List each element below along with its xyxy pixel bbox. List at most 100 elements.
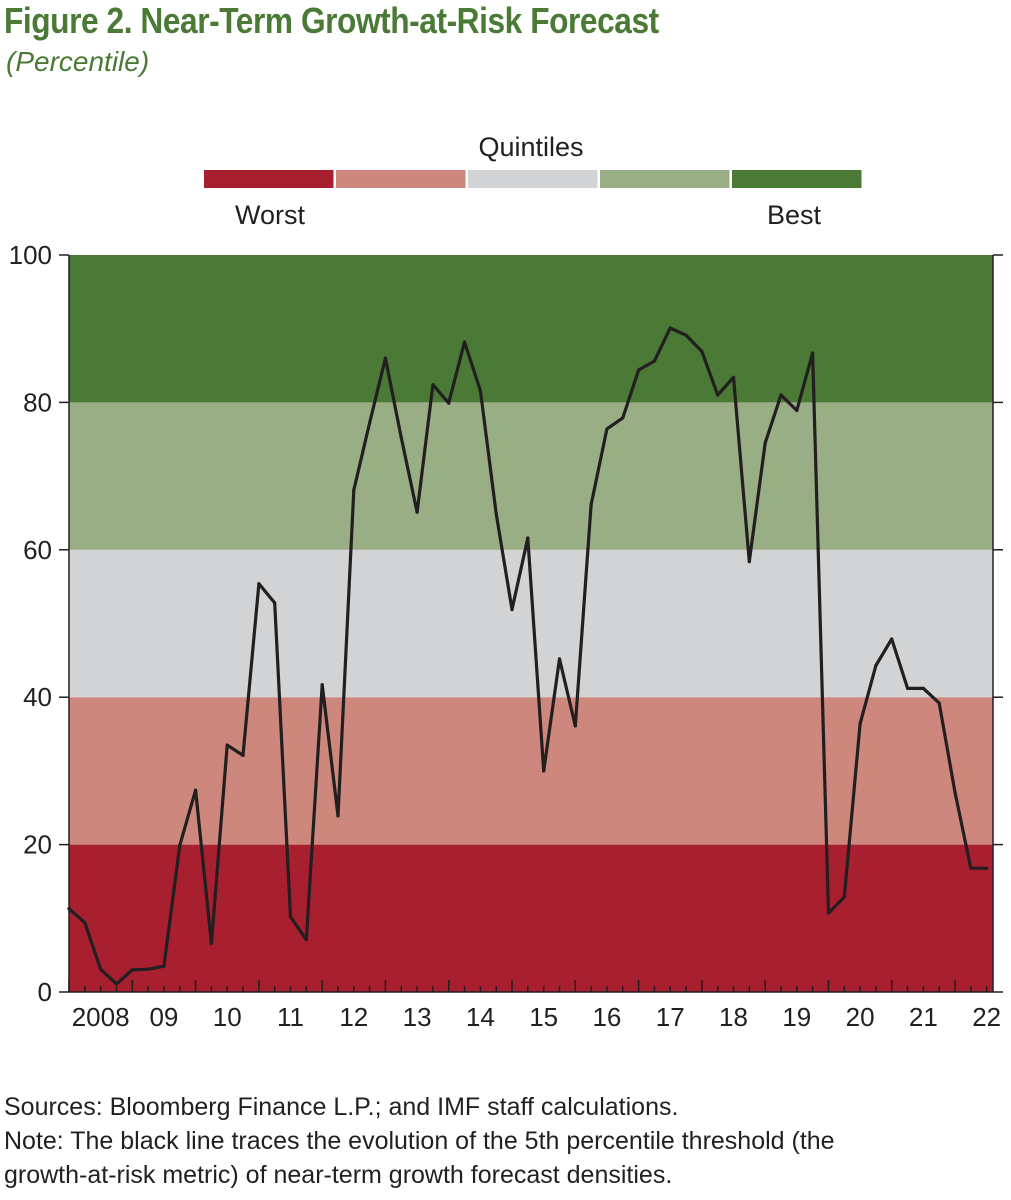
data-point [304,938,308,942]
data-point [146,967,150,971]
x-tick-label: 2008 [72,1002,130,1032]
data-point [921,686,925,690]
chart-subtitle: (Percentile) [6,46,150,77]
legend-title: Quintiles [478,132,583,162]
x-tick-label: 21 [909,1002,938,1032]
data-point [526,536,530,540]
y-tick-label: 20 [23,830,52,860]
data-point [905,686,910,690]
y-tick-label: 40 [23,682,52,712]
data-point [668,326,672,330]
data-point [636,368,641,372]
data-point [209,941,213,945]
data-point [858,722,862,726]
legend-swatch-2 [336,170,466,188]
data-point [288,915,293,919]
legend-swatches [204,170,862,188]
chart-notes: Sources: Bloomberg Finance L.P.; and IMF… [4,1090,1004,1192]
data-point [114,982,119,986]
data-point [383,356,388,360]
legend: Quintiles Worst Best [204,132,862,230]
data-point [225,743,229,747]
data-point [494,512,498,516]
data-point [747,559,751,564]
legend-swatch-5 [732,170,862,188]
quintile-bands [69,255,993,992]
data-point [83,921,87,925]
data-point [795,408,799,413]
series-layer [67,326,989,986]
x-tick-label: 20 [846,1002,875,1032]
note-text-line-2: growth-at-risk metric) of near-term grow… [4,1161,673,1189]
data-point [589,503,593,507]
quintile-band-4 [69,402,993,550]
data-point [621,416,625,420]
axes: 0 20 40 60 80 100 2008 09 10 11 12 13 14 15 16 17 18 19 20… [9,240,1003,1032]
legend-swatch-1 [204,170,334,188]
x-tick-label: 14 [466,1002,495,1032]
x-tick-label: 16 [592,1002,621,1032]
data-point [368,421,372,425]
note-text-line-1: Note: The black line traces the evolutio… [4,1127,835,1155]
x-tick-label: 12 [339,1002,368,1032]
legend-worst-label: Worst [235,200,306,230]
y-tick-label: 60 [23,535,52,565]
x-tick-label: 13 [403,1002,432,1032]
data-point [763,441,767,445]
data-point [193,788,198,792]
x-tick-label: 10 [213,1002,242,1032]
quintile-band-2 [69,697,993,845]
data-point [67,907,71,911]
data-point [700,349,704,354]
legend-swatch-4 [600,170,730,188]
x-tick-label: 18 [719,1002,748,1032]
x-tick-label: 19 [782,1002,811,1032]
data-point [542,769,546,773]
data-point [99,967,103,971]
data-point [162,964,166,968]
data-point [462,340,467,344]
data-point [605,427,609,431]
data-point [826,911,831,915]
data-point [779,393,783,397]
data-point [352,488,356,492]
legend-best-label: Best [767,200,822,230]
data-point [953,790,957,794]
data-point [178,843,182,847]
y-tick-label: 100 [9,240,52,270]
data-point [890,637,894,641]
data-point [320,683,324,687]
y-tick-label: 80 [23,387,52,417]
x-tick-label: 09 [149,1002,178,1032]
data-point [557,657,562,661]
x-tick-label: 15 [529,1002,558,1032]
data-point [241,753,245,758]
data-point [652,359,657,363]
y-tick-label: 0 [38,977,52,1007]
data-point [811,351,815,355]
data-point [399,436,403,440]
data-point [842,895,846,899]
data-point [510,607,514,612]
chart-title: Figure 2. Near-Term Growth-at-Risk Forec… [4,0,659,41]
data-point [969,866,973,870]
data-point [985,866,989,870]
x-tick-label: 17 [656,1002,685,1032]
x-tick-label: 11 [277,1002,304,1032]
data-point [431,383,435,387]
data-point [130,968,134,972]
legend-swatch-3 [468,170,598,188]
data-point [874,663,878,668]
data-point [415,510,419,514]
quintile-band-1 [69,844,993,992]
x-tick-label: 22 [972,1002,1001,1032]
data-point [447,401,451,405]
data-point [573,724,577,728]
chart: Quintiles Worst Best 0 20 40 60 80 100 2008 09 1… [9,132,1003,1032]
sources-text: Sources: Bloomberg Finance L.P.; and IMF… [4,1093,679,1121]
data-point [257,582,261,586]
data-point [731,375,736,379]
data-point [478,389,482,393]
data-point [716,393,720,397]
data-point [684,333,688,337]
